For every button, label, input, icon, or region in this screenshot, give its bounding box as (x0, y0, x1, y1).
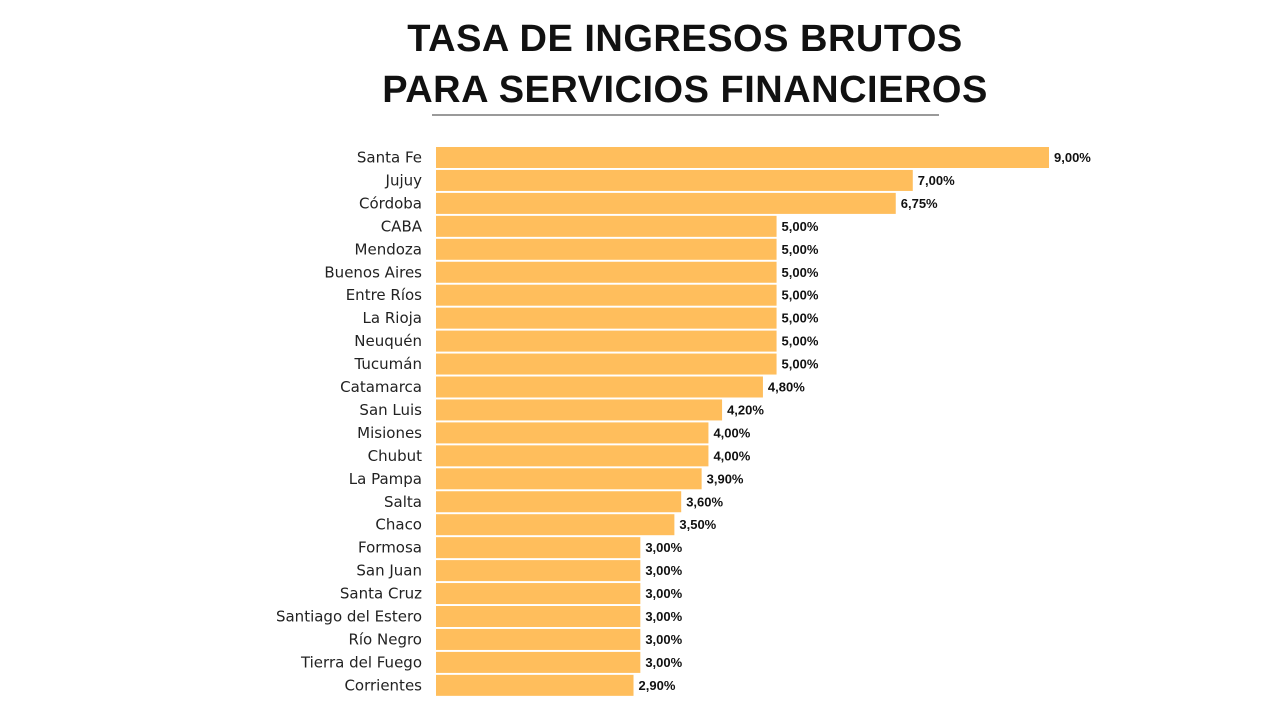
category-label: Catamarca (340, 378, 422, 396)
bar (436, 468, 702, 490)
category-label: Jujuy (385, 171, 423, 189)
value-label: 3,00% (645, 632, 682, 647)
value-label: 3,00% (645, 609, 682, 624)
bar (436, 330, 777, 352)
value-label: 5,00% (782, 219, 819, 234)
value-label: 3,00% (645, 540, 682, 555)
category-label: Misiones (357, 424, 422, 442)
bar (436, 192, 896, 214)
category-label: Tierra del Fuego (300, 653, 422, 671)
category-label: Entre Ríos (346, 286, 422, 304)
bar (436, 537, 641, 559)
chart-title-line-1: TASA DE INGRESOS BRUTOS (407, 18, 963, 60)
bar (436, 606, 641, 627)
value-label: 3,00% (645, 563, 682, 578)
value-label: 3,00% (645, 586, 682, 601)
value-label: 3,00% (645, 655, 682, 670)
bar (436, 422, 709, 444)
bar (436, 514, 675, 536)
value-labels-group: 9,00% 7,00% 6,75% 5,00% 5,00% 5,00% 5,00% 5,00%… (639, 150, 1092, 693)
bar (436, 261, 777, 283)
category-label: Córdoba (359, 194, 422, 212)
chart-title: TASA DE INGRESOS BRUTOS PARA SERVICIOS F… (0, 14, 1280, 116)
bar (436, 238, 777, 260)
bar (436, 215, 777, 237)
category-label: Buenos Aires (324, 263, 422, 281)
value-label: 4,00% (713, 448, 750, 463)
value-label: 4,80% (768, 380, 805, 395)
bar (436, 399, 723, 421)
bar (436, 307, 777, 329)
value-label: 7,00% (918, 173, 955, 188)
value-label: 5,00% (782, 265, 819, 280)
category-label: Río Negro (348, 630, 422, 648)
value-label: 3,60% (686, 494, 723, 509)
bar (436, 491, 682, 513)
value-label: 9,00% (1054, 150, 1091, 165)
bar (436, 560, 641, 582)
value-label: 2,90% (639, 678, 676, 693)
value-label: 4,00% (713, 425, 750, 440)
category-label: La Pampa (349, 470, 422, 488)
category-label: Tucumán (354, 355, 422, 373)
category-label: Neuquén (354, 332, 422, 350)
category-label: Chubut (368, 447, 423, 465)
bar (436, 376, 763, 398)
value-label: 5,00% (782, 334, 819, 349)
value-label: 6,75% (901, 196, 938, 211)
category-label: San Luis (359, 401, 422, 419)
bar (436, 169, 913, 191)
value-label: 5,00% (782, 242, 819, 257)
category-label: Formosa (358, 539, 422, 557)
value-label: 3,90% (707, 471, 744, 486)
bar (436, 353, 777, 375)
value-label: 5,00% (782, 288, 819, 303)
bar (436, 674, 634, 696)
category-label: Corrientes (344, 676, 422, 694)
bar (436, 628, 641, 650)
category-label: Mendoza (355, 240, 422, 258)
category-label: Santa Fe (357, 149, 422, 167)
bar (436, 445, 709, 467)
value-label: 5,00% (782, 357, 819, 372)
category-labels-group: Santa Fe Jujuy Córdoba CABA Mendoza Buenos Ai… (276, 149, 423, 695)
category-label: Santa Cruz (340, 585, 422, 603)
bar (436, 284, 777, 306)
title-underline (432, 114, 939, 116)
category-label: San Juan (356, 562, 422, 580)
category-label: Salta (384, 493, 422, 511)
value-label: 4,20% (727, 402, 764, 417)
category-label: CABA (381, 217, 423, 235)
chart-title-line-2: PARA SERVICIOS FINANCIEROS (382, 69, 988, 111)
category-label: Santiago del Estero (276, 608, 422, 626)
category-label: La Rioja (363, 309, 422, 327)
value-label: 5,00% (782, 311, 819, 326)
bar (436, 583, 641, 605)
bar (436, 651, 641, 673)
category-label: Chaco (375, 516, 422, 534)
value-label: 3,50% (679, 517, 716, 532)
bar (436, 147, 1049, 168)
bars-group (436, 147, 1049, 696)
